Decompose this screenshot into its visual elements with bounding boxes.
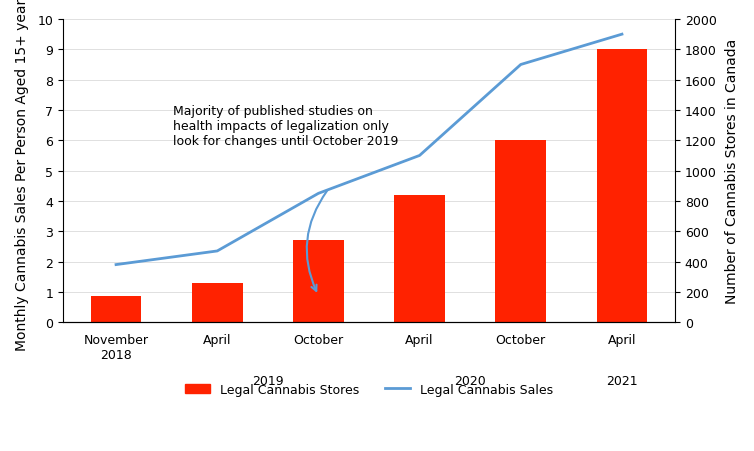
Bar xyxy=(90,297,141,322)
Bar xyxy=(293,241,344,322)
Y-axis label: Number of Cannabis Stores in Canada: Number of Cannabis Stores in Canada xyxy=(725,39,739,304)
Text: 2020: 2020 xyxy=(455,374,486,387)
Bar xyxy=(192,283,243,322)
Y-axis label: Monthly Cannabis Sales Per Person Aged 15+ years: Monthly Cannabis Sales Per Person Aged 1… xyxy=(15,0,29,350)
Bar xyxy=(394,195,445,322)
Bar xyxy=(495,141,546,322)
Text: 2021: 2021 xyxy=(606,374,638,387)
Legend: Legal Cannabis Stores, Legal Cannabis Sales: Legal Cannabis Stores, Legal Cannabis Sa… xyxy=(180,378,558,401)
Bar xyxy=(596,50,647,322)
Text: 2019: 2019 xyxy=(252,374,284,387)
Text: Majority of published studies on
health impacts of legalization only
look for ch: Majority of published studies on health … xyxy=(173,105,399,147)
